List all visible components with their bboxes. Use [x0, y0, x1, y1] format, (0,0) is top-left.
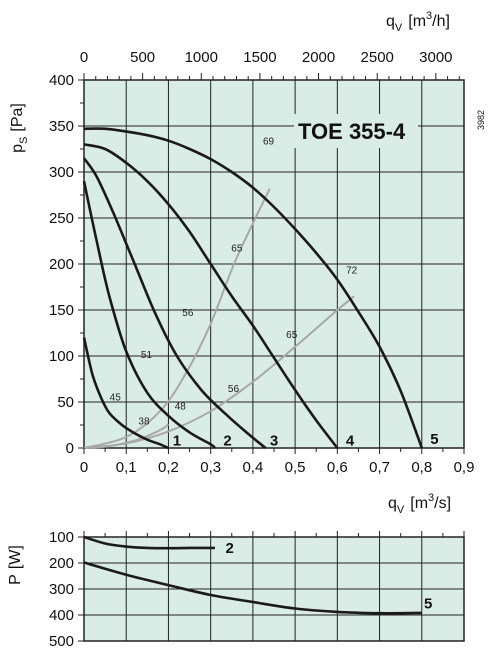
efficiency-label: 56	[182, 308, 194, 319]
power-grid	[84, 537, 464, 641]
x-tick-label: 0,8	[411, 459, 432, 476]
top-x-tick-label: 2500	[361, 49, 394, 66]
y-axis-p: p	[9, 144, 26, 153]
efficiency-label: 45	[110, 392, 122, 403]
power-y-tick-label: 500	[49, 633, 74, 650]
curve-number-label: 4	[346, 433, 355, 450]
efficiency-label: 38	[138, 416, 150, 427]
top-x-tick-label: 2000	[302, 49, 335, 66]
title-background	[294, 114, 418, 148]
y-tick-label: 350	[49, 118, 74, 135]
top-x-axis-q: q	[386, 13, 395, 30]
power-y-tick-label: 400	[49, 607, 74, 624]
y-tick-label: 400	[49, 72, 74, 89]
top-x-tick-label: 1000	[185, 49, 218, 66]
top-x-axis-unit-pre: [m	[408, 13, 426, 30]
y-tick-label: 50	[57, 394, 74, 411]
y-axis-unit: [Pa]	[9, 103, 26, 131]
power-curves	[83, 535, 422, 615]
top-x-axis-sub: V	[395, 22, 403, 34]
y-tick-label: 0	[66, 440, 74, 457]
power-y-tick-label: 200	[49, 555, 74, 572]
x-tick-label: 0,7	[369, 459, 390, 476]
power-y-tick-label: 300	[49, 581, 74, 598]
curve-number-label: 3	[270, 433, 278, 450]
figure-code: 3982	[476, 110, 486, 130]
pressure-curve-4	[83, 143, 339, 449]
x-tick-label: 0,9	[454, 459, 475, 476]
power-y-axis-p: P	[7, 574, 24, 585]
y-axis-sub: S	[18, 137, 30, 144]
curve-number-label: 1	[173, 433, 181, 450]
power-y-axis-unit: [W]	[7, 545, 24, 569]
top-x-tick-label: 500	[130, 49, 155, 66]
pressure-curve-1	[82, 337, 169, 450]
bottom-x-axis-q: q	[388, 495, 397, 512]
bottom-x-axis-label: qV [m3/s]	[388, 492, 451, 516]
efficiency-label: 72	[346, 265, 358, 276]
x-tick-label: 0,1	[116, 459, 137, 476]
power-axes: 100 200 300 400 500	[49, 529, 465, 650]
curve-number-label: 5	[430, 431, 438, 448]
top-x-axis-label: qV [m3/h]	[386, 10, 450, 34]
curve-number-label: 2	[223, 433, 231, 450]
y-tick-label: 100	[49, 348, 74, 365]
y-axis-label: pS [Pa]	[9, 103, 30, 153]
top-x-tick-label: 3000	[419, 49, 452, 66]
bottom-x-axis-unit-post: /s]	[434, 495, 451, 512]
efficiency-label: 65	[286, 330, 298, 341]
top-x-axis-unit-sup: 3	[426, 10, 432, 22]
power-y-axis-label: P [W]	[7, 545, 24, 585]
power-curve-number-label: 2	[225, 540, 233, 557]
bottom-x-axis-sub: V	[397, 504, 405, 516]
power-curve-5	[83, 561, 422, 615]
pressure-curve-5	[83, 127, 424, 449]
pressure-curve-2	[82, 180, 216, 449]
top-x-axis-unit-post: /h]	[432, 13, 450, 30]
pressure-chart: 0 0,1 0,2 0,3 0,4 0,5 0,6 0,7 0,8 0,90 500 1000 1500…	[49, 49, 474, 476]
x-tick-label: 0	[80, 459, 88, 476]
y-tick-label: 300	[49, 164, 74, 181]
x-tick-label: 0,6	[327, 459, 348, 476]
x-tick-label: 0,3	[200, 459, 221, 476]
y-tick-label: 200	[49, 256, 74, 273]
efficiency-label: 65	[231, 243, 243, 254]
pressure-axes: 0 0,1 0,2 0,3 0,4 0,5 0,6 0,7 0,8 0,90 500 1000 1500…	[49, 49, 474, 476]
efficiency-curve	[83, 188, 271, 449]
pressure-curve-3	[82, 157, 267, 450]
bottom-x-axis-unit-pre: [m	[410, 495, 428, 512]
efficiency-label: 48	[175, 402, 187, 413]
power-y-tick-label: 100	[49, 529, 74, 546]
bottom-x-axis-unit-sup: 3	[428, 492, 434, 504]
power-curve-2	[83, 535, 215, 550]
x-tick-label: 0,5	[285, 459, 306, 476]
efficiency-label: 69	[263, 137, 275, 148]
top-x-tick-label: 1500	[243, 49, 276, 66]
x-tick-label: 0,2	[158, 459, 179, 476]
y-tick-label: 150	[49, 302, 74, 319]
efficiency-label: 51	[141, 350, 153, 361]
efficiency-curve	[83, 295, 355, 449]
chart-title: TOE 355-4	[298, 119, 406, 144]
y-tick-label: 250	[49, 210, 74, 227]
x-tick-label: 0,4	[242, 459, 263, 476]
power-labels: 25	[225, 540, 432, 612]
pressure-curves	[82, 127, 424, 450]
top-x-tick-label: 0	[80, 49, 88, 66]
efficiency-label: 56	[228, 384, 240, 395]
power-curve-number-label: 5	[424, 595, 432, 612]
